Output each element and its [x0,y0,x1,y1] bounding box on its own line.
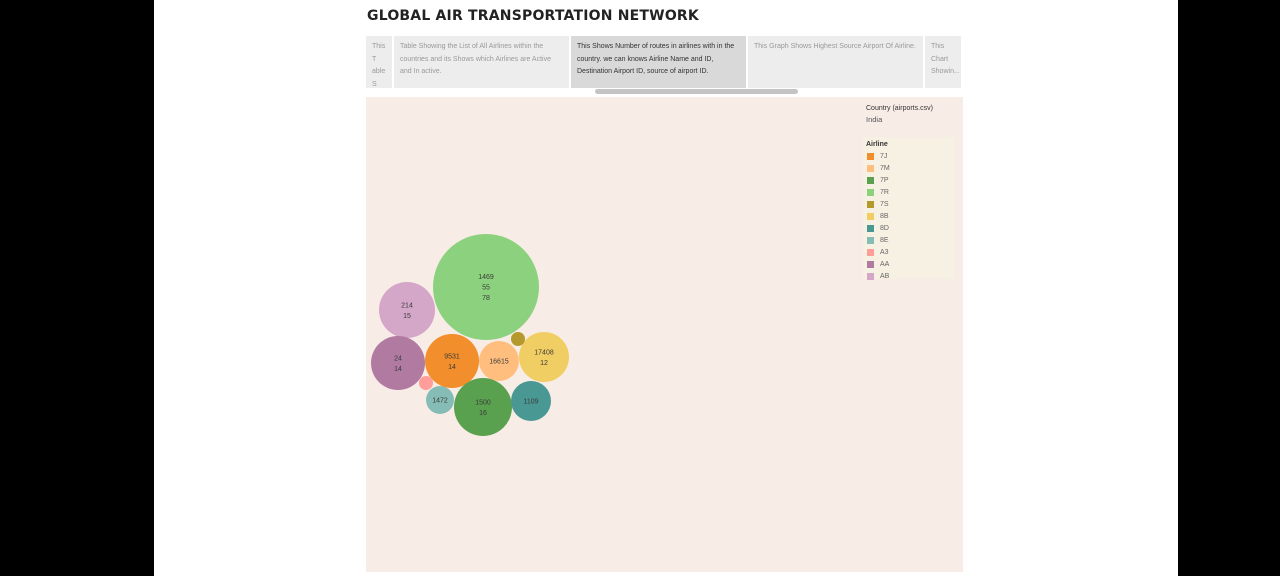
bubble-label: 55 [482,285,490,292]
bubble-a3[interactable] [419,376,433,390]
bubble-circle[interactable] [425,334,479,388]
legend-label: A3 [880,248,889,256]
bubble-circle[interactable] [454,378,512,436]
bubble-label: 9531 [444,353,460,360]
legend-label: 7J [880,152,888,160]
bubble-label: 16615 [489,359,509,366]
legend-swatch [867,260,874,268]
legend-item-7p[interactable]: 7P [867,175,889,185]
story-tab-3[interactable]: This Shows Number of routes in airlines … [571,36,748,88]
bubble-circle[interactable] [426,386,454,414]
bubble-label: 14 [394,366,402,373]
legend-label: 7M [880,164,890,172]
country-filter[interactable]: Country (airports.csv) India [866,105,933,124]
tabs-scrollbar-thumb[interactable] [595,89,798,94]
legend-swatch [867,248,874,256]
legend-label: 7R [880,188,889,196]
legend-label: 7P [880,176,889,184]
legend-item-ab[interactable]: AB [867,271,889,281]
story-tab-4[interactable]: This Graph Shows Highest Source Airport … [748,36,925,88]
bubble-aa[interactable]: 24 14 [371,336,425,390]
bubble-label: 1469 [478,274,494,281]
bubble-8d[interactable]: 1109 [511,381,551,421]
legend-swatch [867,176,874,184]
legend-swatch [867,200,874,208]
legend-item-7m[interactable]: 7M [867,163,890,173]
airline-legend-title: Airline [866,141,888,148]
bubble-8e[interactable]: 1472 [426,386,454,414]
legend-item-7s[interactable]: 7S [867,199,889,209]
bubble-7p[interactable]: 1500 16 [454,378,512,436]
bubble-circle[interactable] [433,234,539,340]
story-navigator: This T able S howi... Table Showing the … [366,36,963,88]
bubble-7s[interactable] [511,332,525,346]
bubble-chart: 1469557821415241495311416615174081215001… [371,234,569,436]
legend-swatch [867,188,874,196]
bubble-label: 17408 [534,349,554,356]
legend-swatch [867,212,874,220]
story-tab-1[interactable]: This T able S howi... [366,36,394,88]
legend-swatch [867,164,874,172]
bubble-circle[interactable] [511,381,551,421]
country-filter-title: Country (airports.csv) [866,105,933,112]
bubble-label: 12 [540,360,548,367]
bubble-label: 1472 [432,398,448,405]
legend-item-7j[interactable]: 7J [867,151,887,161]
legend-swatch [867,224,874,232]
legend-swatch [867,236,874,244]
bubble-circle[interactable] [379,282,435,338]
bubble-ab[interactable]: 214 15 [379,282,435,338]
legend-swatch [867,272,874,280]
bubble-label: 14 [448,364,456,371]
bubble-7m[interactable]: 16615 [479,341,519,381]
legend-label: 8E [880,236,889,244]
bubble-circle[interactable] [511,332,525,346]
legend-item-8d[interactable]: 8D [867,223,889,233]
legend-label: 8D [880,224,889,232]
bubble-chart-area: 1469 55 78 214 15 24 14 9531 14 16615 17408 12 1500 1… [366,97,963,572]
bubble-circle[interactable] [371,336,425,390]
bubble-label: 1109 [523,399,538,406]
bubble-label: 24 [394,355,402,362]
legend-item-a3[interactable]: A3 [867,247,889,257]
legend-label: AA [880,260,890,268]
bubble-circle[interactable] [519,332,569,382]
legend-label: 8B [880,212,889,220]
legend-item-7r[interactable]: 7R [867,187,889,197]
dashboard-page: GLOBAL AIR TRANSPORTATION NETWORK This T… [154,0,1178,576]
bubble-label: 16 [479,410,487,417]
story-tab-5[interactable]: This Chart Showin... [925,36,963,88]
bubble-7j[interactable]: 9531 14 [425,334,479,388]
bubble-7r[interactable]: 1469 55 78 [433,234,539,340]
story-tab-2[interactable]: Table Showing the List of All Airlines w… [394,36,571,88]
bubble-circle[interactable] [479,341,519,381]
legend-item-8e[interactable]: 8E [867,235,889,245]
country-filter-value[interactable]: India [866,115,883,124]
legend-item-8b[interactable]: 8B [867,211,889,221]
legend-label: AB [880,272,890,280]
bubble-label: 15 [403,313,411,320]
bubble-8b[interactable]: 17408 12 [519,332,569,382]
bubble-label: 214 [401,302,413,309]
airline-legend: Airline 7J 7M 7P 7R 7S 8B 8D 8E A3 AA AB [863,137,955,281]
dashboard-title: GLOBAL AIR TRANSPORTATION NETWORK [367,8,699,24]
bubble-label: 1500 [475,399,491,406]
legend-item-aa[interactable]: AA [867,259,889,269]
legend-swatch [867,152,874,160]
legend-label: 7S [880,200,889,208]
bubble-circle[interactable] [419,376,433,390]
bubble-label: 78 [482,295,490,302]
